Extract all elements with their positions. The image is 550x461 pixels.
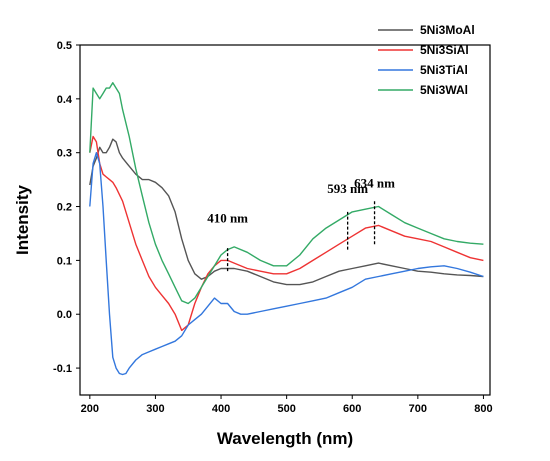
- x-tick-label: 700: [409, 403, 427, 415]
- y-tick-label: 0.0: [57, 309, 72, 321]
- y-axis-title: Intensity: [13, 185, 32, 255]
- legend-label: 5Ni3MoAl: [420, 23, 475, 37]
- plot-border: [79, 44, 491, 396]
- annotation-label: 634 nm: [354, 176, 395, 191]
- series-line-5Ni3SiAl: [89, 135, 484, 332]
- plot-frame: [79, 44, 491, 396]
- y-tick-label: 0.4: [57, 94, 73, 106]
- x-tick-label: 400: [212, 403, 230, 415]
- series-layer: [89, 81, 484, 376]
- y-tick-label: 0.2: [57, 202, 72, 214]
- series-line-5Ni3MoAl: [89, 138, 484, 286]
- x-tick-label: 600: [343, 403, 361, 415]
- x-axis-title: Wavelength (nm): [217, 429, 353, 448]
- annotation-label: 593 nm: [327, 181, 368, 196]
- y-tick-label: 0.3: [57, 148, 72, 160]
- legend-label: 5Ni3SiAl: [420, 43, 469, 57]
- x-tick-label: 500: [277, 403, 295, 415]
- legend-label: 5Ni3TiAl: [420, 63, 468, 77]
- series-line-5Ni3TiAl: [89, 151, 484, 376]
- x-tick-label: 800: [474, 403, 492, 415]
- annotation-label: 410 nm: [207, 211, 248, 226]
- series-line-5Ni3WAl: [89, 81, 484, 305]
- y-tick-label: 0.5: [57, 40, 72, 52]
- legend: 5Ni3MoAl 5Ni3SiAl 5Ni3TiAl 5Ni3WAl: [378, 23, 475, 97]
- tick-layer: 200 300 400 500 600 700 800 -0.1 0.0 0.1 0.2 0.3 0.4…: [53, 40, 493, 415]
- y-tick-label: -0.1: [53, 363, 72, 375]
- y-tick-label: 0.1: [57, 255, 72, 267]
- x-tick-label: 200: [81, 403, 99, 415]
- x-tick-label: 300: [146, 403, 164, 415]
- legend-label: 5Ni3WAl: [420, 83, 468, 97]
